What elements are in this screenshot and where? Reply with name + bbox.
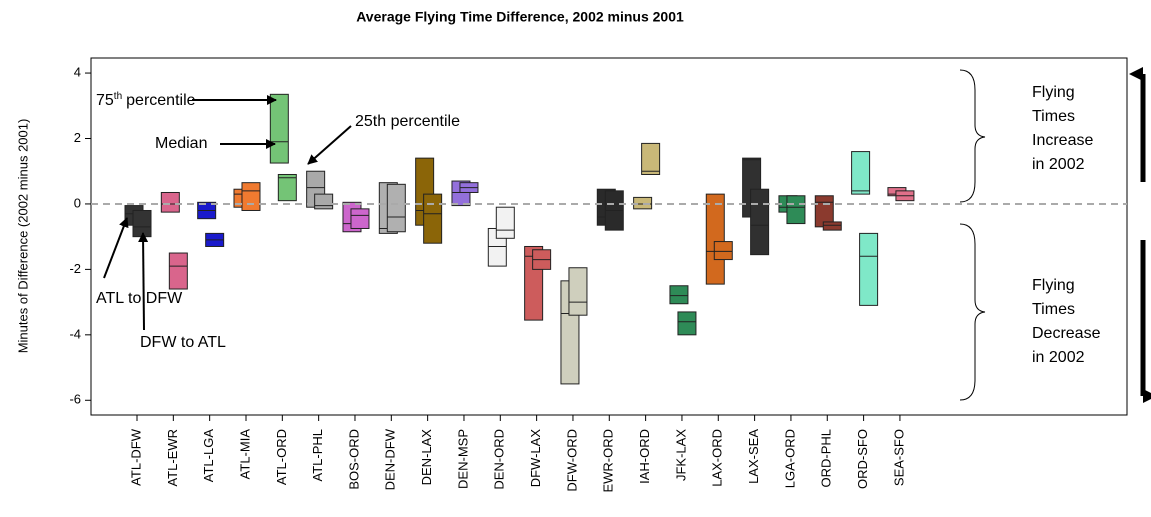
box (132, 209, 152, 238)
x-tick-label: DEN-LAX (419, 429, 434, 486)
x-tick-label: ORD-PHL (819, 429, 834, 488)
side-note: in 2002 (1032, 349, 1085, 366)
side-note: in 2002 (1032, 156, 1085, 173)
y-tick-label: 0 (74, 195, 81, 210)
side-note: Times (1032, 301, 1075, 318)
box (314, 193, 334, 210)
x-tick-label: ATL-EWR (165, 429, 180, 487)
side-note: Times (1032, 108, 1075, 125)
x-tick-label: ATL-DFW (128, 428, 143, 486)
box (641, 142, 661, 175)
box (386, 183, 406, 233)
y-tick-label: 2 (74, 130, 81, 145)
x-tick-label: DFW-ORD (564, 429, 579, 492)
side-note: Increase (1032, 132, 1093, 149)
box (822, 221, 842, 231)
plot-frame (90, 57, 1128, 416)
x-tick-label: DEN-MSP (455, 429, 470, 489)
x-tick-label: SEA-SFO (891, 429, 906, 486)
box (568, 267, 588, 316)
box (160, 191, 180, 213)
annotation-part: th (114, 91, 122, 102)
x-tick-label: LAX-SEA (746, 429, 761, 484)
x-tick-label: EWR-ORD (601, 429, 616, 493)
arrow (138, 232, 149, 331)
x-tick-label: ATL-LGA (201, 429, 216, 483)
box (851, 151, 871, 195)
marks (124, 93, 915, 385)
x-tick-label: DFW-LAX (528, 429, 543, 488)
side-note: Decrease (1032, 325, 1101, 342)
x-tick-label: ORD-SFO (855, 429, 870, 489)
arrow (307, 125, 352, 165)
y-tick-label: -4 (69, 326, 81, 341)
side-note: Flying (1032, 84, 1075, 101)
annotation-part: 75 (96, 92, 114, 109)
annotation: DFW to ATL (140, 334, 226, 351)
brace (959, 223, 986, 401)
annotation: 75th percentile (96, 91, 196, 110)
box (168, 252, 188, 290)
x-tick-label: BOS-ORD (346, 429, 361, 490)
x-tick-label: DEN-ORD (492, 429, 507, 490)
x-tick-label: JFK-LAX (673, 429, 688, 481)
chart-title: Average Flying Time Difference, 2002 min… (356, 9, 684, 25)
x-tick-label: ATL-MIA (237, 429, 252, 480)
x-tick-label: LAX-ORD (710, 429, 725, 487)
y-tick-label: -6 (69, 392, 81, 407)
arrow (103, 217, 129, 279)
x-tick-label: LGA-ORD (782, 429, 797, 488)
box (350, 208, 370, 229)
box (750, 188, 770, 256)
annotation: ATL to DFW (96, 290, 183, 307)
annotation: 25th percentile (355, 113, 460, 130)
x-tick-label: ATL-ORD (274, 429, 289, 485)
x-tick-label: IAH-ORD (637, 429, 652, 484)
x-tick-label: ATL-PHL (310, 429, 325, 482)
box (669, 285, 689, 305)
side-notes: Flying Times Increase in 2002 Flying Times Dec… (1032, 84, 1101, 366)
box (277, 173, 297, 202)
box (677, 311, 697, 336)
brace (959, 69, 986, 203)
side-note: Flying (1032, 277, 1075, 294)
y-tick-label: -2 (69, 261, 81, 276)
x-tick-label: DEN-DFW (383, 428, 398, 490)
box (859, 232, 879, 306)
box (269, 93, 289, 164)
annotation: Median (155, 135, 207, 152)
box (713, 241, 733, 261)
box (423, 193, 443, 244)
box (241, 182, 261, 211)
y-axis-label: Minutes of Difference (2002 minus 2001) (15, 119, 30, 354)
box (705, 193, 725, 285)
y-tick-label: 4 (74, 64, 81, 79)
box (495, 206, 515, 239)
annotation-part: percentile (126, 92, 195, 109)
annotations (103, 67, 1151, 403)
box (786, 195, 806, 225)
